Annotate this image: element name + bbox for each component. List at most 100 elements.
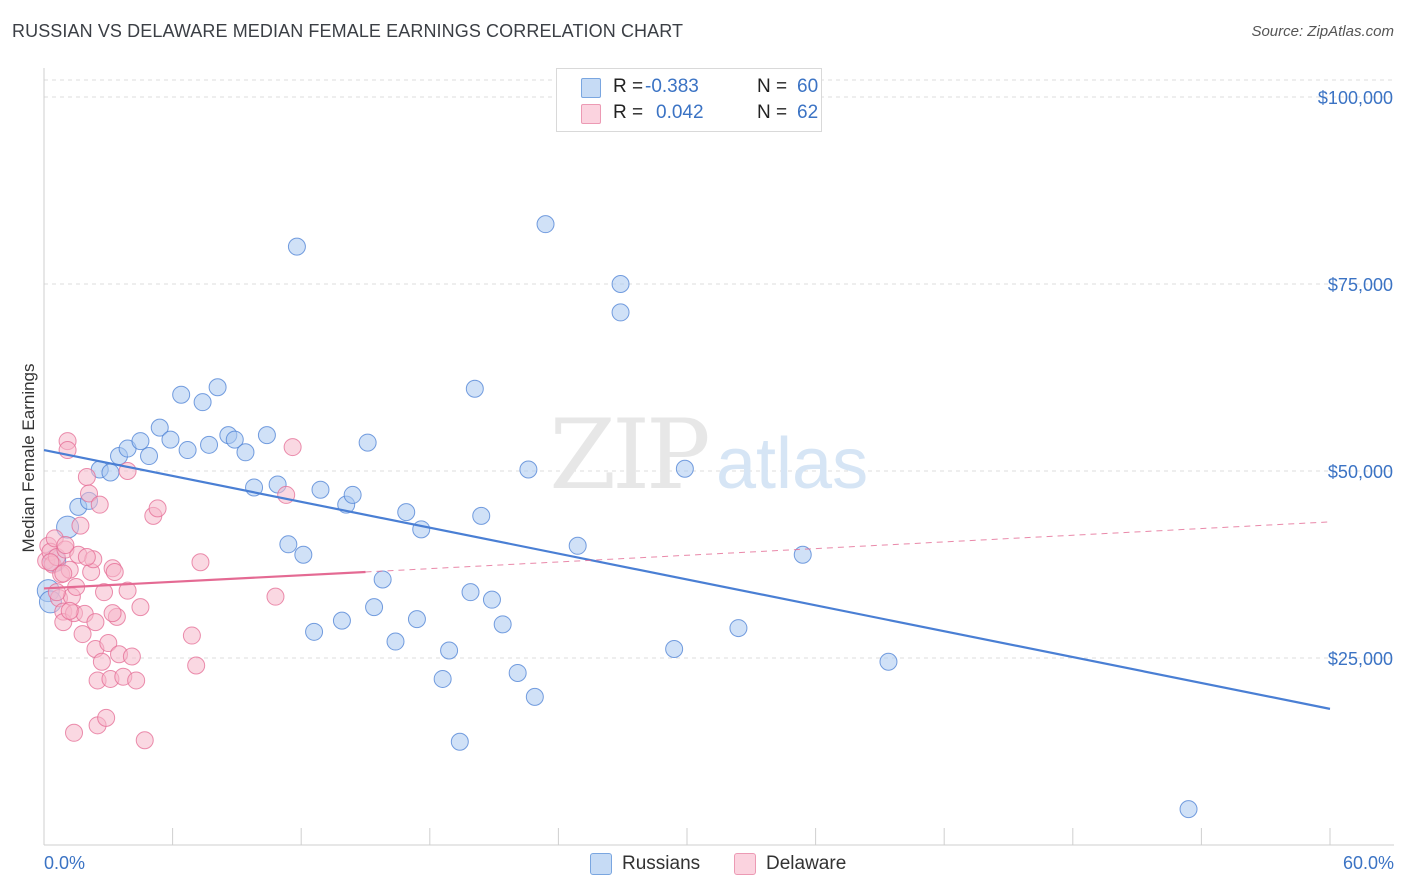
legend-label: Russians xyxy=(622,853,701,874)
russians-point xyxy=(294,545,313,564)
russians-point xyxy=(373,570,392,589)
delaware-point xyxy=(54,564,73,583)
russians-point xyxy=(193,393,212,412)
russians-point xyxy=(101,463,120,482)
n-value: 62 xyxy=(797,102,819,123)
delaware-point xyxy=(118,581,137,600)
source-credit: Source: ZipAtlas.com xyxy=(1251,23,1394,40)
russians-point xyxy=(508,663,527,682)
y-axis-label: Median Female Earnings xyxy=(19,364,38,553)
delaware-point xyxy=(122,647,141,666)
russians-point xyxy=(131,432,150,451)
delaware-point xyxy=(77,548,96,567)
delaware-trend-extension xyxy=(365,521,1331,573)
russians-point xyxy=(208,378,227,397)
n-label: N = xyxy=(757,102,788,123)
delaware-point xyxy=(71,516,90,535)
y-tick-label: $75,000 xyxy=(1328,275,1393,295)
russians-point xyxy=(150,418,169,437)
russians-trend-line xyxy=(43,448,1331,710)
trend-lines xyxy=(43,448,1331,710)
russians-point xyxy=(440,641,459,660)
russians-point xyxy=(793,545,812,564)
delaware-point xyxy=(60,601,79,620)
russians-point xyxy=(332,611,351,630)
russians-point xyxy=(200,435,219,454)
y-tick-label: $100,000 xyxy=(1318,88,1393,108)
delaware-point xyxy=(97,708,116,727)
russians-point xyxy=(279,535,298,554)
delaware-point xyxy=(92,652,111,671)
russians-point xyxy=(519,460,538,479)
delaware-point xyxy=(99,634,118,653)
russians-point xyxy=(536,215,555,234)
russians-point xyxy=(311,480,330,499)
delaware-point xyxy=(127,671,146,690)
russians-point xyxy=(729,619,748,638)
n-value: 60 xyxy=(797,76,819,97)
russians-point xyxy=(493,615,512,634)
russians-point xyxy=(482,590,501,609)
russians-point xyxy=(675,459,694,478)
data-points xyxy=(36,215,1198,819)
delaware-point xyxy=(65,723,84,742)
delaware-point xyxy=(41,553,60,572)
delaware-point xyxy=(182,626,201,645)
russians-point xyxy=(465,379,484,398)
russians-point xyxy=(1179,800,1198,819)
delaware-point xyxy=(77,467,96,486)
y-tick-label: $25,000 xyxy=(1328,649,1393,669)
x-tick-label-start: 0.0% xyxy=(44,853,85,873)
russians-point xyxy=(450,732,469,751)
y-tick-labels: $25,000 $50,000 $75,000 $100,000 xyxy=(1318,88,1393,669)
delaware-point xyxy=(73,625,92,644)
russians-point xyxy=(236,443,255,462)
r-label: R = xyxy=(613,76,644,97)
delaware-point xyxy=(266,587,285,606)
delaware-point xyxy=(47,583,66,602)
axes xyxy=(43,68,1394,846)
delaware-point xyxy=(187,656,206,675)
russians-point xyxy=(665,640,684,659)
delaware-point xyxy=(135,731,154,750)
russians-point xyxy=(172,385,191,404)
russians-point xyxy=(407,610,426,629)
russians-point xyxy=(161,430,180,449)
watermark: ZIP atlas xyxy=(549,399,868,511)
russians-swatch xyxy=(590,853,612,875)
russians-point xyxy=(178,441,197,460)
delaware-point xyxy=(283,438,302,457)
delaware-point xyxy=(95,583,114,602)
russians-point xyxy=(257,426,276,445)
russians-point xyxy=(397,503,416,522)
delaware-swatch xyxy=(734,853,756,875)
delaware-point xyxy=(191,553,210,572)
y-tick-label: $50,000 xyxy=(1328,462,1393,482)
russians-point xyxy=(412,520,431,539)
delaware-point xyxy=(148,499,167,518)
russians-point xyxy=(358,433,377,452)
r-value: -0.383 xyxy=(645,76,699,97)
russians-point xyxy=(611,275,630,293)
russians-point xyxy=(287,237,306,256)
r-label: R = xyxy=(613,102,644,123)
legend-label: Delaware xyxy=(766,853,847,874)
russians-point xyxy=(140,447,159,466)
delaware-point xyxy=(90,495,109,514)
russians-point xyxy=(433,669,452,688)
gridlines xyxy=(44,79,1394,659)
russians-point xyxy=(386,632,405,651)
delaware-trend-line xyxy=(43,570,366,590)
delaware-point xyxy=(105,562,124,581)
watermark-zip: ZIP xyxy=(549,399,708,511)
delaware-point xyxy=(80,484,99,503)
russians-point xyxy=(472,506,491,525)
delaware-point xyxy=(56,536,75,555)
delaware-point xyxy=(86,613,105,632)
delaware-swatch xyxy=(581,104,601,124)
russians-point xyxy=(879,652,898,671)
russians-point xyxy=(461,583,480,602)
russians-point xyxy=(525,687,544,706)
r-value: 0.042 xyxy=(656,102,704,123)
watermark-atlas: atlas xyxy=(716,424,868,504)
